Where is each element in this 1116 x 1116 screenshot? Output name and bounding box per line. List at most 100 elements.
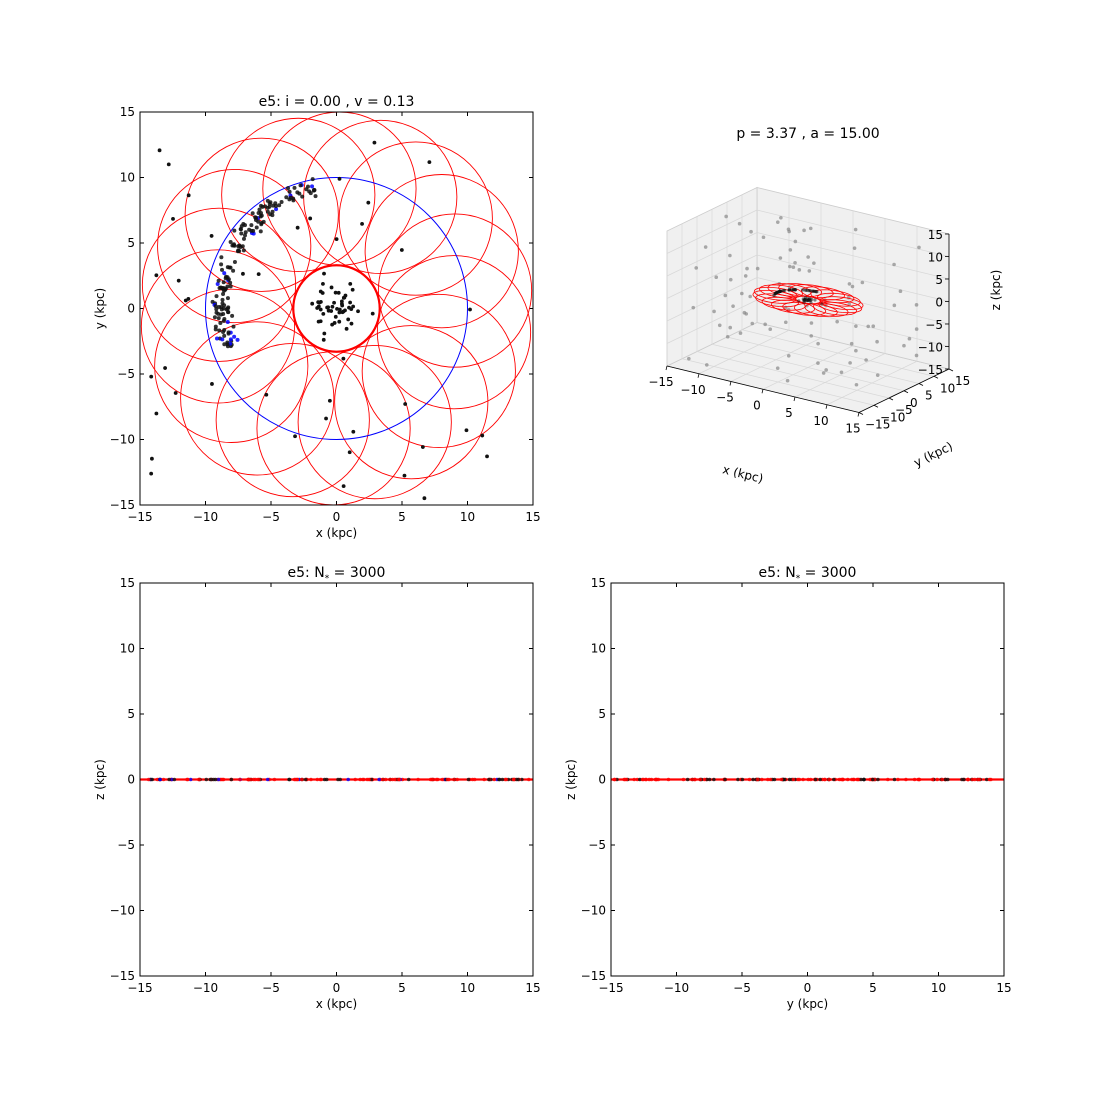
star-point (725, 334, 730, 339)
chart-title: e5: i = 0.00 , v = 0.13 (259, 94, 415, 110)
star-point (960, 777, 964, 782)
star-point (226, 310, 231, 315)
x-tick-label: 5 (398, 981, 406, 995)
star-point (344, 326, 349, 331)
x-tick-label: −5 (733, 981, 751, 995)
star-point (315, 777, 320, 782)
star-point (216, 278, 221, 283)
star-point (228, 337, 233, 342)
star-point (235, 249, 240, 254)
y-tick-label: 0 (598, 773, 606, 787)
star-point (821, 371, 826, 375)
star-point (943, 777, 948, 782)
star-point (698, 777, 703, 782)
star-point (848, 361, 852, 365)
star-point (216, 316, 221, 321)
star-point (779, 777, 784, 782)
orbit-loop (361, 293, 516, 449)
star-point (854, 324, 858, 328)
x-tick-label: 5 (785, 406, 793, 420)
star-point (775, 220, 780, 224)
star-point (163, 366, 167, 370)
star-point (745, 266, 749, 271)
star-point (220, 301, 225, 306)
star-point (366, 200, 371, 205)
star-point (724, 214, 728, 219)
star-point (399, 248, 404, 252)
star-point (406, 777, 411, 782)
star-point (977, 777, 982, 782)
star-point (247, 227, 252, 232)
star-point (775, 366, 780, 370)
star-point (209, 234, 214, 238)
orbit-loop (297, 345, 452, 500)
star-point (318, 307, 323, 312)
star-point (270, 209, 275, 214)
star-point (638, 777, 642, 782)
star-point (298, 183, 303, 188)
y-tick-label: 0 (127, 302, 135, 316)
star-point (230, 313, 235, 318)
star-point (845, 777, 850, 782)
axes-xyz: p = 3.37 , a = 15.00−15−15−15−10−10−10−5… (648, 126, 1003, 486)
star-point (749, 229, 753, 234)
star-point (257, 207, 262, 212)
star-point (772, 777, 777, 782)
star-point (241, 236, 246, 241)
chart-title: e5: N* = 3000 (288, 565, 386, 584)
y-tick-label: 15 (120, 576, 135, 590)
star-point (703, 245, 708, 249)
star-point (835, 319, 839, 324)
star-point (219, 312, 224, 317)
star-point (293, 434, 297, 439)
star-point (341, 356, 346, 361)
orbit-loop (819, 296, 864, 310)
star-point (221, 777, 226, 782)
star-point (155, 777, 160, 782)
star-point (809, 300, 813, 305)
star-point (793, 260, 797, 265)
star-point (348, 281, 353, 286)
y-tick-label: 10 (591, 642, 606, 656)
star-point (337, 319, 342, 324)
star-point (348, 300, 353, 305)
star-point (370, 311, 375, 316)
axes-frame (139, 111, 534, 506)
star-point (787, 777, 792, 782)
axes-yz: e5: N* = 3000 −15−15 −10 −10 −5 −5 0 0 5 5 10 10 15 1… (564, 565, 1012, 1011)
star-point (624, 777, 629, 782)
star-point (222, 342, 227, 347)
star-point (917, 245, 921, 250)
star-point (313, 194, 318, 199)
orbit-loop (184, 137, 339, 292)
star-point (656, 777, 661, 782)
orbit-loop (154, 288, 309, 443)
x-tick-label: −15 (127, 981, 152, 995)
star-point (787, 288, 791, 292)
x-tick-label: 15 (845, 422, 860, 436)
star-point (216, 777, 221, 782)
orbit-loop (334, 325, 489, 480)
x-tick-label: −5 (716, 391, 734, 405)
star-point (707, 777, 712, 782)
star-point (254, 225, 259, 230)
star-point (666, 777, 671, 782)
star-point (214, 307, 219, 312)
x-tick-mark (729, 381, 732, 386)
star-point (393, 777, 397, 782)
star-point (403, 402, 408, 406)
star-point (325, 305, 330, 310)
star-point (221, 280, 226, 285)
orbit-loop (180, 321, 335, 476)
star-point (714, 275, 719, 280)
orbit-loop (377, 213, 533, 368)
star-point (214, 336, 219, 341)
star-point (158, 777, 162, 782)
star-point (286, 186, 291, 191)
x-tick-label: −15 (648, 375, 673, 389)
axes-frame (139, 582, 534, 977)
star-point (786, 354, 791, 358)
star-point (854, 348, 858, 353)
star-point (256, 210, 261, 215)
